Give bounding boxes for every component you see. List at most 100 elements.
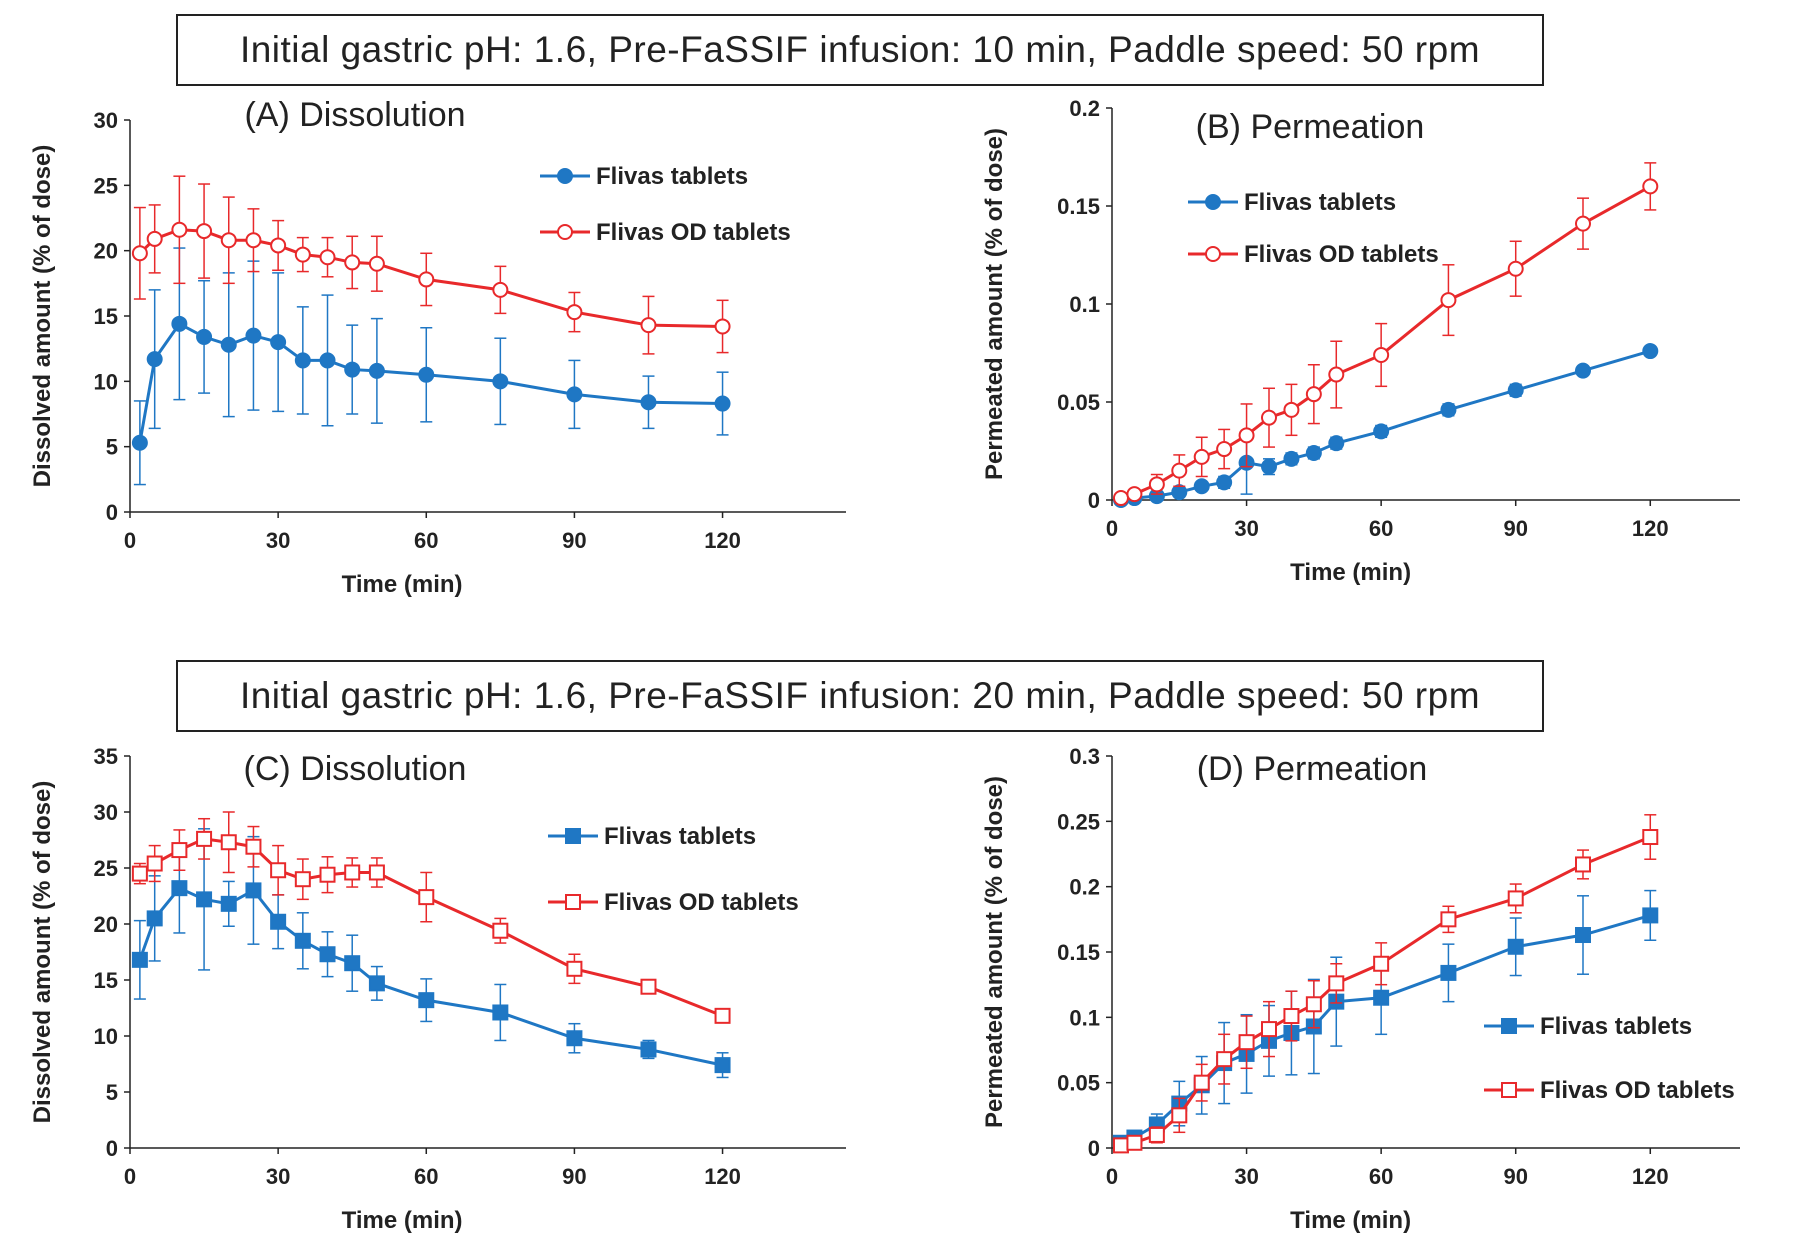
data-point xyxy=(1305,444,1322,461)
data-point xyxy=(220,834,237,851)
series-line xyxy=(1120,349,1651,502)
data-point xyxy=(640,1041,657,1058)
series-flivas-od-tablets xyxy=(1112,814,1659,1154)
data-point xyxy=(1575,927,1591,944)
data-point xyxy=(1440,401,1457,418)
series-flivas-od-tablets xyxy=(1112,162,1659,507)
legend-item: Flivas tablets xyxy=(1188,189,1396,216)
x-tick-label: 30 xyxy=(266,528,290,553)
data-point xyxy=(492,922,509,939)
data-point xyxy=(146,230,163,247)
legend-label: Flivas tablets xyxy=(596,163,748,190)
data-point xyxy=(1216,474,1233,491)
data-point xyxy=(1440,964,1457,981)
legend-item: Flivas tablets xyxy=(540,163,748,190)
legend-item: Flivas tablets xyxy=(548,823,756,850)
data-point xyxy=(1575,215,1591,232)
data-point xyxy=(245,327,262,344)
data-point xyxy=(344,864,361,881)
data-point xyxy=(1171,484,1188,501)
data-point xyxy=(319,866,336,883)
y-tick-label: 15 xyxy=(94,304,118,329)
legend-label: Flivas OD tablets xyxy=(596,219,791,246)
data-point xyxy=(1112,1137,1129,1154)
chart-b-permeation: 0 0.05 0.1 0.15 0.2 0 30 60 90 120 Time (min) Perme… xyxy=(981,96,1740,586)
legend-label: Flivas tablets xyxy=(604,823,756,850)
x-tick-label: 120 xyxy=(1632,1164,1669,1189)
data-point xyxy=(1238,1034,1255,1051)
data-point xyxy=(1261,458,1277,475)
y-tick-label: 25 xyxy=(94,856,118,881)
data-point xyxy=(640,978,657,995)
legend-marker xyxy=(1501,1018,1517,1034)
series-line xyxy=(138,228,723,328)
data-point xyxy=(1193,448,1210,465)
data-point xyxy=(1373,955,1390,972)
x-tick-label: 120 xyxy=(1632,516,1669,541)
y-tick-label: 0.25 xyxy=(1057,809,1100,834)
series-line xyxy=(1120,835,1651,1147)
data-point xyxy=(1283,401,1300,418)
y-tick-label: 0.05 xyxy=(1057,390,1100,415)
data-point xyxy=(319,249,336,266)
legend-label: Flivas OD tablets xyxy=(1540,1077,1735,1104)
y-tick-label: 30 xyxy=(94,108,118,133)
y-tick-label: 0.05 xyxy=(1057,1071,1100,1096)
data-point xyxy=(245,838,262,855)
x-tick-label: 90 xyxy=(562,1164,586,1189)
data-point xyxy=(294,932,311,949)
y-tick-label: 30 xyxy=(94,800,118,825)
data-point xyxy=(1507,260,1524,277)
y-tick-label: 25 xyxy=(94,173,118,198)
data-point xyxy=(1193,1074,1210,1091)
data-point xyxy=(1305,386,1322,403)
data-point xyxy=(1283,1008,1300,1025)
y-axis-title: Dissolved amount (% of dose) xyxy=(29,145,56,488)
data-point xyxy=(1575,362,1591,379)
y-tick-label: 15 xyxy=(94,968,118,993)
data-point xyxy=(270,237,287,254)
data-point xyxy=(171,880,188,897)
data-point xyxy=(319,352,336,369)
data-point xyxy=(1575,856,1591,873)
legend-marker xyxy=(1205,194,1221,210)
legend-item: Flivas OD tablets xyxy=(548,889,799,916)
data-point xyxy=(270,334,287,351)
data-point xyxy=(418,271,435,288)
x-tick-label: 60 xyxy=(1369,1164,1393,1189)
data-point xyxy=(131,865,148,882)
legend-marker xyxy=(1205,246,1221,262)
data-point xyxy=(1216,1051,1233,1068)
y-tick-label: 5 xyxy=(106,435,118,460)
data-point xyxy=(714,318,731,335)
data-point xyxy=(566,1030,583,1047)
data-point xyxy=(196,223,213,240)
data-point xyxy=(220,232,237,249)
data-point xyxy=(418,992,435,1009)
data-point xyxy=(146,351,163,368)
data-point xyxy=(714,1007,731,1024)
series-line xyxy=(138,321,723,444)
data-point xyxy=(146,910,163,927)
data-point xyxy=(1642,178,1659,195)
data-point xyxy=(1238,427,1255,444)
y-tick-label: 5 xyxy=(106,1080,118,1105)
data-point xyxy=(368,255,385,272)
data-point xyxy=(171,221,188,238)
series-line xyxy=(138,886,723,1067)
data-point xyxy=(1642,907,1659,924)
data-point xyxy=(1373,989,1390,1006)
data-point xyxy=(1507,890,1524,907)
data-point xyxy=(418,366,435,383)
data-point xyxy=(368,975,385,992)
legend-item: Flivas OD tablets xyxy=(1188,241,1439,268)
series-flivas-od-tablets xyxy=(131,811,731,1024)
data-point xyxy=(1373,346,1390,363)
x-tick-label: 60 xyxy=(414,528,438,553)
data-point xyxy=(1193,478,1210,495)
data-point xyxy=(1328,366,1345,383)
legend-item: Flivas OD tablets xyxy=(540,219,791,246)
data-point xyxy=(1507,938,1524,955)
data-point xyxy=(368,864,385,881)
